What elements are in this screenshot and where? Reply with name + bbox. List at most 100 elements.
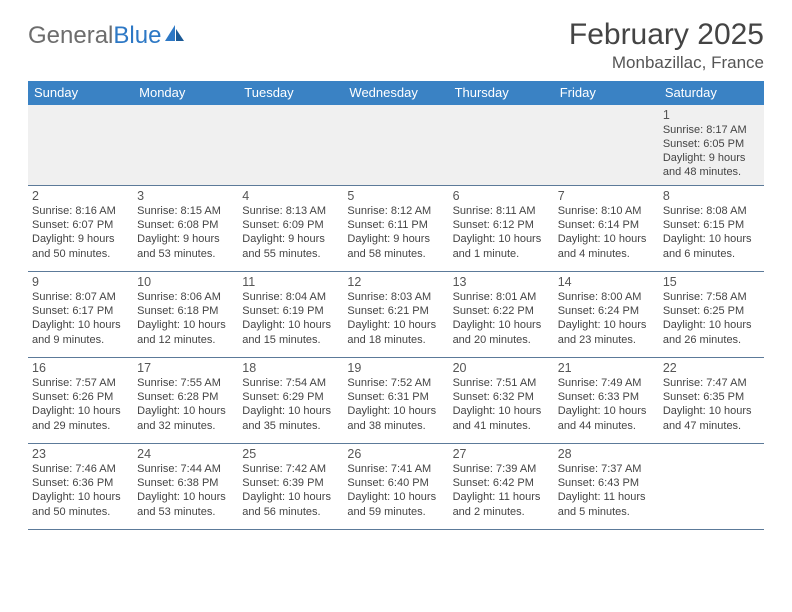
calendar-cell: 8Sunrise: 8:08 AMSunset: 6:15 PMDaylight…: [659, 186, 764, 272]
calendar-head: SundayMondayTuesdayWednesdayThursdayFrid…: [28, 81, 764, 105]
day-info: Sunrise: 7:54 AMSunset: 6:29 PMDaylight:…: [242, 376, 339, 432]
calendar-table: SundayMondayTuesdayWednesdayThursdayFrid…: [28, 81, 764, 530]
col-header: Saturday: [659, 81, 764, 105]
day-number: 12: [347, 275, 444, 289]
day-info: Sunrise: 7:57 AMSunset: 6:26 PMDaylight:…: [32, 376, 129, 432]
day-info: Sunrise: 8:00 AMSunset: 6:24 PMDaylight:…: [558, 290, 655, 346]
day-number: 27: [453, 447, 550, 461]
calendar-cell: [133, 105, 238, 186]
calendar-cell: 3Sunrise: 8:15 AMSunset: 6:08 PMDaylight…: [133, 186, 238, 272]
day-number: 15: [663, 275, 760, 289]
day-number: 17: [137, 361, 234, 375]
day-info: Sunrise: 7:51 AMSunset: 6:32 PMDaylight:…: [453, 376, 550, 432]
calendar-cell: 16Sunrise: 7:57 AMSunset: 6:26 PMDayligh…: [28, 358, 133, 444]
calendar-cell: 1Sunrise: 8:17 AMSunset: 6:05 PMDaylight…: [659, 105, 764, 186]
calendar-cell: [449, 105, 554, 186]
col-header: Monday: [133, 81, 238, 105]
logo-text-1: General: [28, 22, 113, 50]
title-block: February 2025 Monbazillac, France: [569, 18, 764, 73]
calendar-page: GeneralBlue February 2025 Monbazillac, F…: [0, 0, 792, 540]
calendar-cell: 4Sunrise: 8:13 AMSunset: 6:09 PMDaylight…: [238, 186, 343, 272]
day-number: 2: [32, 189, 129, 203]
calendar-cell: 7Sunrise: 8:10 AMSunset: 6:14 PMDaylight…: [554, 186, 659, 272]
calendar-cell: 22Sunrise: 7:47 AMSunset: 6:35 PMDayligh…: [659, 358, 764, 444]
day-info: Sunrise: 7:47 AMSunset: 6:35 PMDaylight:…: [663, 376, 760, 432]
day-info: Sunrise: 7:41 AMSunset: 6:40 PMDaylight:…: [347, 462, 444, 518]
calendar-cell: 10Sunrise: 8:06 AMSunset: 6:18 PMDayligh…: [133, 272, 238, 358]
col-header: Tuesday: [238, 81, 343, 105]
day-number: 3: [137, 189, 234, 203]
day-info: Sunrise: 8:08 AMSunset: 6:15 PMDaylight:…: [663, 204, 760, 260]
calendar-cell: [28, 105, 133, 186]
day-number: 7: [558, 189, 655, 203]
calendar-body: 1Sunrise: 8:17 AMSunset: 6:05 PMDaylight…: [28, 105, 764, 530]
day-info: Sunrise: 7:37 AMSunset: 6:43 PMDaylight:…: [558, 462, 655, 518]
day-number: 24: [137, 447, 234, 461]
calendar-cell: 2Sunrise: 8:16 AMSunset: 6:07 PMDaylight…: [28, 186, 133, 272]
day-number: 6: [453, 189, 550, 203]
day-number: 25: [242, 447, 339, 461]
page-header: GeneralBlue February 2025 Monbazillac, F…: [28, 18, 764, 73]
day-number: 14: [558, 275, 655, 289]
calendar-cell: 27Sunrise: 7:39 AMSunset: 6:42 PMDayligh…: [449, 444, 554, 530]
calendar-cell: 21Sunrise: 7:49 AMSunset: 6:33 PMDayligh…: [554, 358, 659, 444]
day-number: 13: [453, 275, 550, 289]
day-number: 8: [663, 189, 760, 203]
day-info: Sunrise: 8:10 AMSunset: 6:14 PMDaylight:…: [558, 204, 655, 260]
calendar-cell: [659, 444, 764, 530]
day-info: Sunrise: 7:58 AMSunset: 6:25 PMDaylight:…: [663, 290, 760, 346]
col-header: Sunday: [28, 81, 133, 105]
day-info: Sunrise: 8:07 AMSunset: 6:17 PMDaylight:…: [32, 290, 129, 346]
day-number: 23: [32, 447, 129, 461]
day-info: Sunrise: 7:46 AMSunset: 6:36 PMDaylight:…: [32, 462, 129, 518]
calendar-cell: 6Sunrise: 8:11 AMSunset: 6:12 PMDaylight…: [449, 186, 554, 272]
day-number: 19: [347, 361, 444, 375]
calendar-cell: 28Sunrise: 7:37 AMSunset: 6:43 PMDayligh…: [554, 444, 659, 530]
calendar-cell: 23Sunrise: 7:46 AMSunset: 6:36 PMDayligh…: [28, 444, 133, 530]
day-number: 4: [242, 189, 339, 203]
day-number: 9: [32, 275, 129, 289]
logo-sail-icon: [163, 22, 187, 50]
day-info: Sunrise: 8:11 AMSunset: 6:12 PMDaylight:…: [453, 204, 550, 260]
day-info: Sunrise: 7:39 AMSunset: 6:42 PMDaylight:…: [453, 462, 550, 518]
calendar-cell: [554, 105, 659, 186]
logo-text-2: Blue: [113, 22, 161, 50]
col-header: Friday: [554, 81, 659, 105]
calendar-cell: 5Sunrise: 8:12 AMSunset: 6:11 PMDaylight…: [343, 186, 448, 272]
calendar-week: 2Sunrise: 8:16 AMSunset: 6:07 PMDaylight…: [28, 186, 764, 272]
calendar-week: 9Sunrise: 8:07 AMSunset: 6:17 PMDaylight…: [28, 272, 764, 358]
day-info: Sunrise: 7:42 AMSunset: 6:39 PMDaylight:…: [242, 462, 339, 518]
day-info: Sunrise: 7:49 AMSunset: 6:33 PMDaylight:…: [558, 376, 655, 432]
day-info: Sunrise: 8:03 AMSunset: 6:21 PMDaylight:…: [347, 290, 444, 346]
day-number: 20: [453, 361, 550, 375]
location: Monbazillac, France: [569, 53, 764, 73]
day-info: Sunrise: 7:55 AMSunset: 6:28 PMDaylight:…: [137, 376, 234, 432]
calendar-cell: 19Sunrise: 7:52 AMSunset: 6:31 PMDayligh…: [343, 358, 448, 444]
calendar-cell: 15Sunrise: 7:58 AMSunset: 6:25 PMDayligh…: [659, 272, 764, 358]
col-header: Thursday: [449, 81, 554, 105]
calendar-cell: 11Sunrise: 8:04 AMSunset: 6:19 PMDayligh…: [238, 272, 343, 358]
day-info: Sunrise: 8:12 AMSunset: 6:11 PMDaylight:…: [347, 204, 444, 260]
logo: GeneralBlue: [28, 22, 187, 50]
calendar-cell: 13Sunrise: 8:01 AMSunset: 6:22 PMDayligh…: [449, 272, 554, 358]
calendar-cell: 17Sunrise: 7:55 AMSunset: 6:28 PMDayligh…: [133, 358, 238, 444]
day-info: Sunrise: 8:01 AMSunset: 6:22 PMDaylight:…: [453, 290, 550, 346]
day-number: 10: [137, 275, 234, 289]
day-info: Sunrise: 7:52 AMSunset: 6:31 PMDaylight:…: [347, 376, 444, 432]
day-info: Sunrise: 8:17 AMSunset: 6:05 PMDaylight:…: [663, 123, 760, 179]
day-info: Sunrise: 8:06 AMSunset: 6:18 PMDaylight:…: [137, 290, 234, 346]
day-number: 28: [558, 447, 655, 461]
calendar-cell: 20Sunrise: 7:51 AMSunset: 6:32 PMDayligh…: [449, 358, 554, 444]
calendar-cell: 12Sunrise: 8:03 AMSunset: 6:21 PMDayligh…: [343, 272, 448, 358]
calendar-cell: 9Sunrise: 8:07 AMSunset: 6:17 PMDaylight…: [28, 272, 133, 358]
month-title: February 2025: [569, 18, 764, 51]
calendar-cell: 14Sunrise: 8:00 AMSunset: 6:24 PMDayligh…: [554, 272, 659, 358]
day-info: Sunrise: 8:15 AMSunset: 6:08 PMDaylight:…: [137, 204, 234, 260]
day-number: 21: [558, 361, 655, 375]
calendar-cell: [343, 105, 448, 186]
calendar-cell: [238, 105, 343, 186]
day-info: Sunrise: 8:16 AMSunset: 6:07 PMDaylight:…: [32, 204, 129, 260]
day-info: Sunrise: 7:44 AMSunset: 6:38 PMDaylight:…: [137, 462, 234, 518]
calendar-cell: 24Sunrise: 7:44 AMSunset: 6:38 PMDayligh…: [133, 444, 238, 530]
calendar-cell: 26Sunrise: 7:41 AMSunset: 6:40 PMDayligh…: [343, 444, 448, 530]
